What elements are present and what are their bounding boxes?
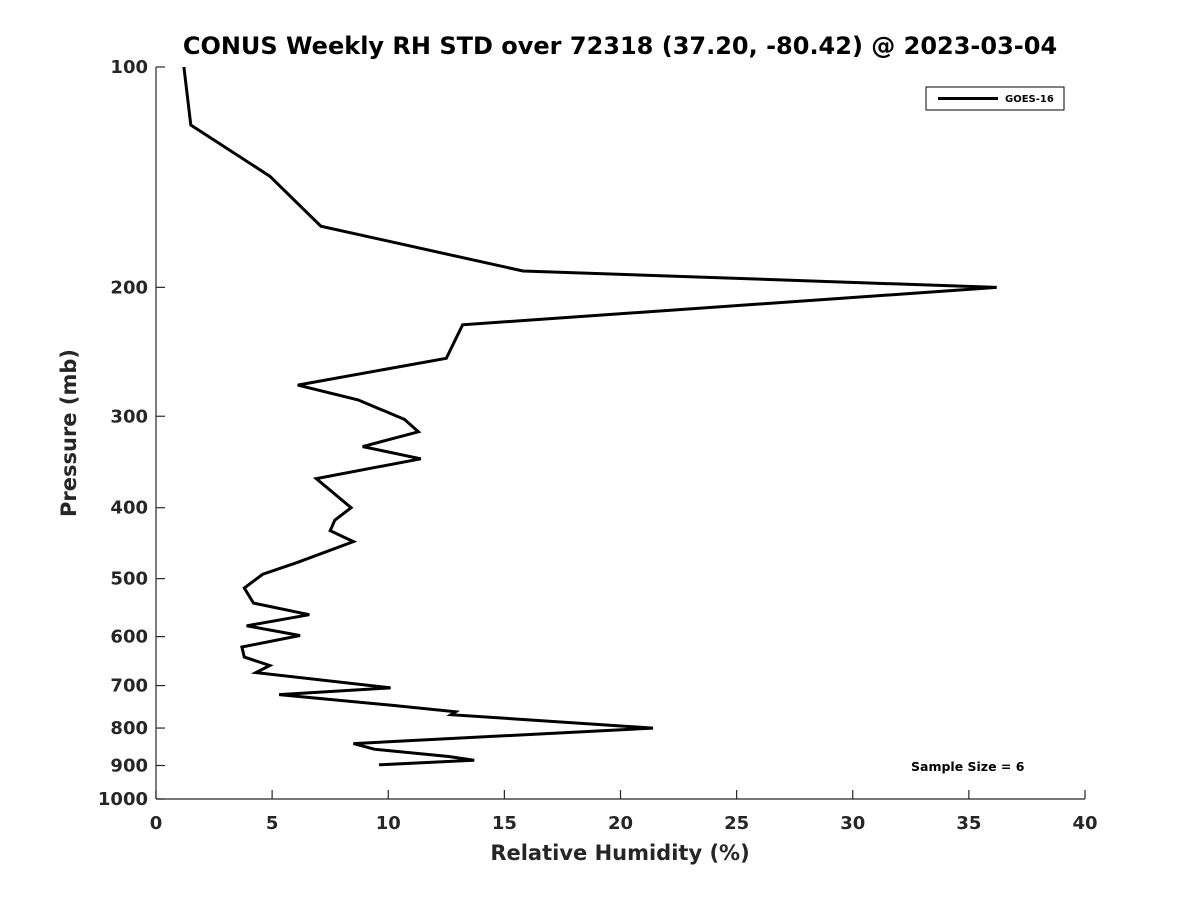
series-line-goes-16 [182, 66, 997, 767]
y-tick-label: 900 [110, 756, 148, 777]
x-axis-label: Relative Humidity (%) [490, 841, 749, 865]
x-tick-label: 20 [608, 813, 633, 834]
chart-title: CONUS Weekly RH STD over 72318 (37.20, -… [183, 32, 1057, 60]
x-tick-label: 35 [956, 813, 981, 834]
y-tick-label: 100 [110, 57, 148, 78]
x-tick-label: 30 [840, 813, 865, 834]
y-tick-label: 1000 [98, 789, 148, 810]
y-tick-label: 500 [110, 569, 148, 590]
legend-label: GOES-16 [1005, 94, 1054, 105]
y-axis-label: Pressure (mb) [57, 349, 81, 517]
legend: GOES-16 [925, 86, 1065, 111]
y-tick-label: 600 [110, 627, 148, 648]
x-tick-label: 15 [492, 813, 517, 834]
x-tick-label: 0 [150, 813, 163, 834]
x-tick-label: 25 [724, 813, 749, 834]
y-tick-label: 300 [110, 406, 148, 427]
y-tick-label: 200 [110, 277, 148, 298]
y-tick-label: 700 [110, 676, 148, 697]
x-tick-label: 10 [376, 813, 401, 834]
y-tick-label: 400 [110, 498, 148, 519]
plot-area: 0 5 10 15 20 25 30 35 40 100 200 300 400 500 600 700 800… [98, 57, 1098, 834]
sample-size-annotation: Sample Size = 6 [911, 759, 1025, 774]
y-tick-label: 800 [110, 718, 148, 739]
x-tick-label: 40 [1072, 813, 1097, 834]
x-tick-label: 5 [266, 813, 279, 834]
